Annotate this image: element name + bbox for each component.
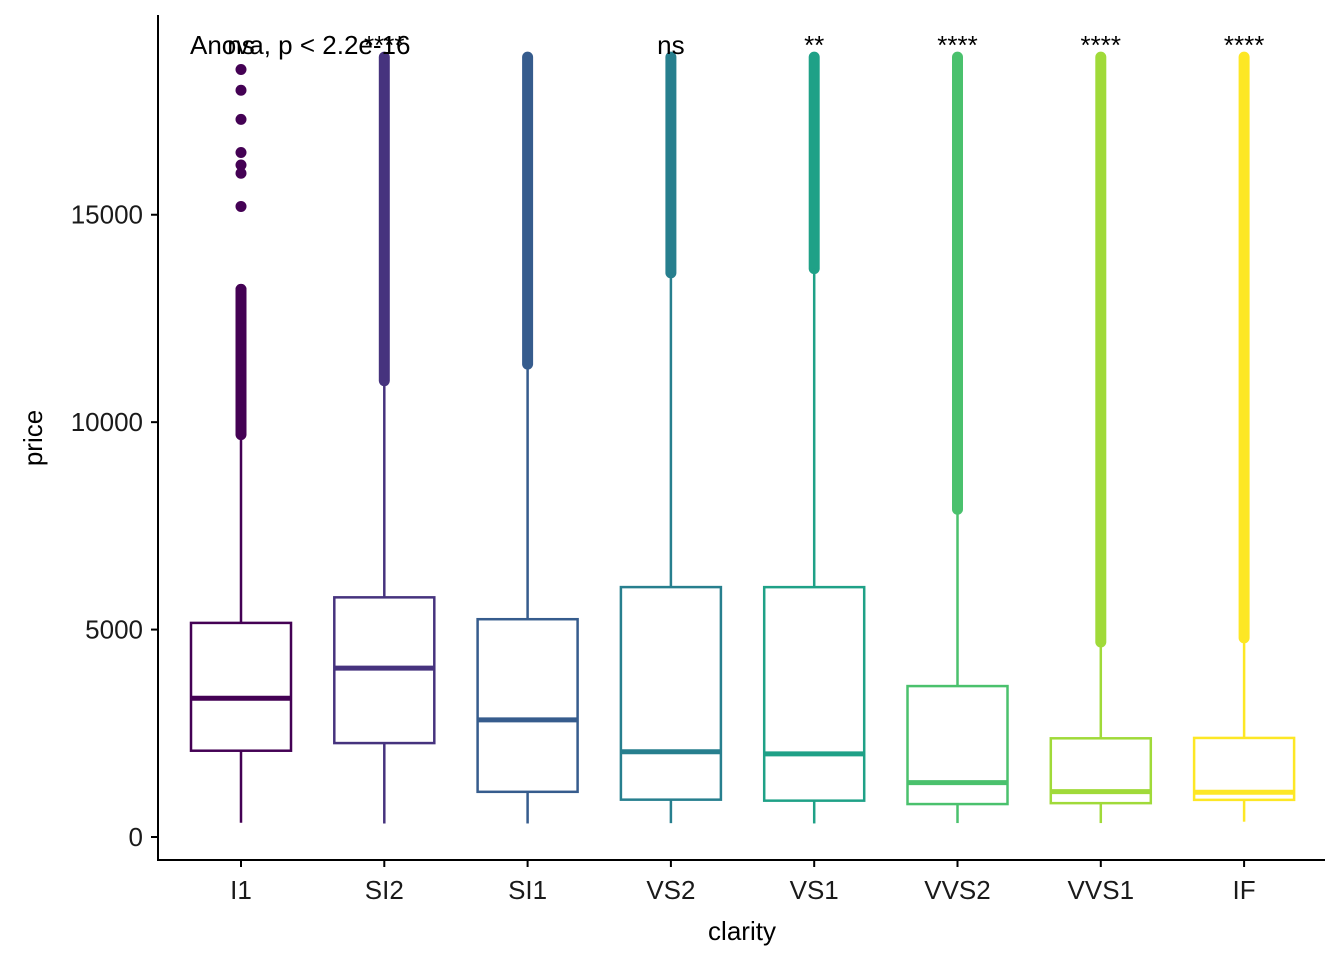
box-i1 [189,64,293,823]
box-si2 [333,51,436,824]
signif-label: **** [1081,30,1121,60]
outlier-point [235,312,247,324]
iqr-box [1192,736,1296,802]
iqr-box [906,684,1009,806]
box-vs2 [619,51,723,824]
box-vvs1 [1049,51,1153,824]
box-vs1 [762,51,866,824]
x-tick-label: VVS1 [1068,875,1135,905]
signif-label: ns [657,30,684,60]
iqr-box [189,621,293,752]
iqr-box [619,585,723,801]
outlier-point [235,354,247,366]
y-tick-label: 15000 [71,200,143,230]
outlier-point [235,333,247,345]
x-tick-label: SI1 [508,875,547,905]
plot-area: ns **** ns ** **** **** **** [189,30,1296,824]
box-if [1192,51,1296,822]
x-tick-label: I1 [230,875,252,905]
y-tick-label: 5000 [85,615,143,645]
y-axis-title: price [18,410,48,466]
x-tick-label: SI2 [365,875,404,905]
y-tick-label: 10000 [71,407,143,437]
iqr-box [762,585,866,802]
outlier-point [235,391,247,403]
outlier-point [235,200,247,212]
x-tick-label: VVS2 [924,875,991,905]
x-tick-label: VS2 [646,875,695,905]
outlier-point [235,404,247,416]
outlier-point [235,113,247,125]
outlier-point [235,283,247,295]
outlier-point [235,84,247,96]
anova-label: Anova, p < 2.2e-16 [190,30,410,60]
outlier-point [235,375,247,387]
x-tick-label: VS1 [790,875,839,905]
y-tick-label: 0 [129,822,143,852]
signif-label: **** [1224,30,1264,60]
outlier-point [235,147,247,159]
signif-label: **** [937,30,977,60]
box-si1 [476,51,579,824]
iqr-box [476,617,579,794]
outlier-point [235,167,247,179]
signif-label: ns [227,30,254,60]
outlier-point [235,64,247,76]
signif-label: ** [804,30,824,60]
outlier-point [235,159,247,171]
axes: 0 5000 10000 15000 I1 SI2 SI1 VS2 VS1 VVS2 VVS1 IF [71,200,1256,905]
signif-label: **** [364,30,404,60]
x-axis-title: clarity [708,916,776,946]
x-tick-label: IF [1233,875,1256,905]
box-vvs2 [906,51,1009,824]
